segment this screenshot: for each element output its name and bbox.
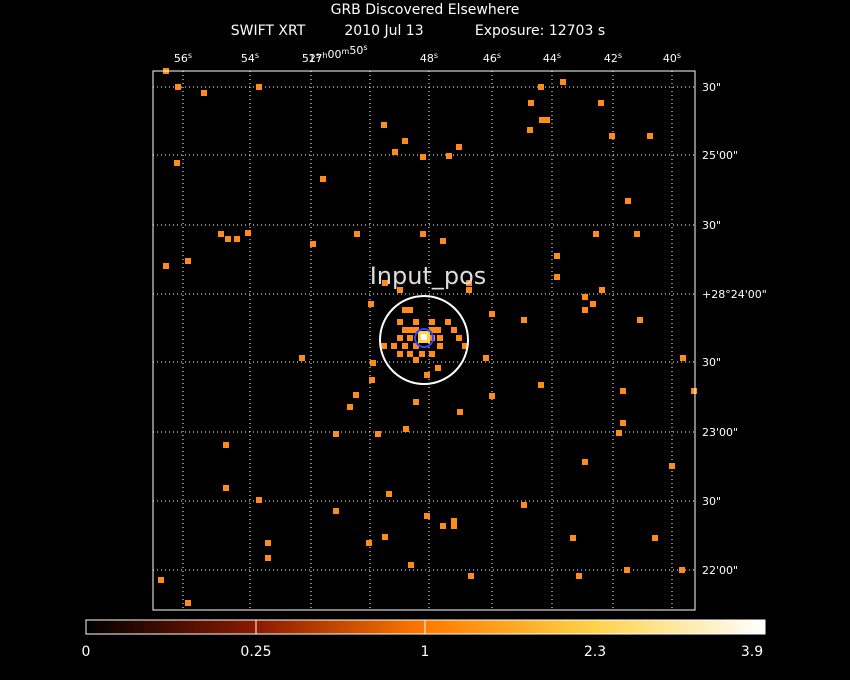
colorbar-label: 2.3	[584, 644, 606, 660]
ra-unit: s	[188, 51, 192, 60]
ra-value: 46	[483, 52, 497, 65]
ra-label: 52s	[302, 51, 320, 65]
dec-label: 25'00"	[702, 149, 738, 162]
ra-unit: h	[322, 51, 327, 60]
ra-unit: m	[342, 47, 350, 56]
ra-label: 42s	[604, 51, 622, 65]
title: GRB Discovered Elsewhere	[331, 2, 520, 18]
ra-label: 44s	[543, 51, 561, 65]
ra-value: 52	[302, 52, 316, 65]
ra-unit: s	[255, 51, 259, 60]
ra-unit: s	[316, 51, 320, 60]
peak-pixel	[421, 334, 427, 340]
ra-value: 40	[663, 52, 677, 65]
ra-unit: s	[557, 51, 561, 60]
ra-unit: s	[363, 43, 367, 52]
ra-value: 17	[308, 52, 322, 65]
ra-value: 54	[241, 52, 255, 65]
ra-unit: s	[618, 51, 622, 60]
ra-value: 00	[328, 48, 342, 61]
source-label: Input_pos	[370, 262, 487, 290]
ra-unit: s	[497, 51, 501, 60]
ra-label: 56s	[174, 51, 192, 65]
dec-label: 30"	[702, 495, 721, 508]
ra-value: 44	[543, 52, 557, 65]
ra-label: 48s	[420, 51, 438, 65]
ra-unit: s	[677, 51, 681, 60]
plot-frame	[152, 70, 696, 611]
error-circle	[414, 328, 434, 348]
instrument: SWIFT XRT	[231, 23, 306, 39]
dec-label: 22'00"	[702, 564, 738, 577]
date: 2010 Jul 13	[344, 23, 423, 39]
colorbar-label: 3.9	[741, 644, 763, 660]
exposure: Exposure: 12703 s	[475, 23, 605, 39]
dec-label: 30"	[702, 219, 721, 232]
source-region	[379, 295, 469, 385]
colorbar-label: 0	[82, 644, 91, 660]
pixels	[158, 68, 697, 606]
ra-value: 50	[349, 44, 363, 57]
dec-label: 30"	[702, 81, 721, 94]
ra-label: 54s	[241, 51, 259, 65]
dec-label: 30"	[702, 356, 721, 369]
ra-label: 40s	[663, 51, 681, 65]
dec-label: 23'00"	[702, 426, 738, 439]
dec-label: +28°24'00"	[702, 288, 767, 301]
ra-unit: s	[434, 51, 438, 60]
ra-label: 17h00m50s	[308, 43, 367, 65]
ra-label: 46s	[483, 51, 501, 65]
colorbar-label: 1	[421, 644, 430, 660]
colorbar-label: 0.25	[240, 644, 271, 660]
ra-value: 42	[604, 52, 618, 65]
ra-value: 56	[174, 52, 188, 65]
ra-value: 48	[420, 52, 434, 65]
